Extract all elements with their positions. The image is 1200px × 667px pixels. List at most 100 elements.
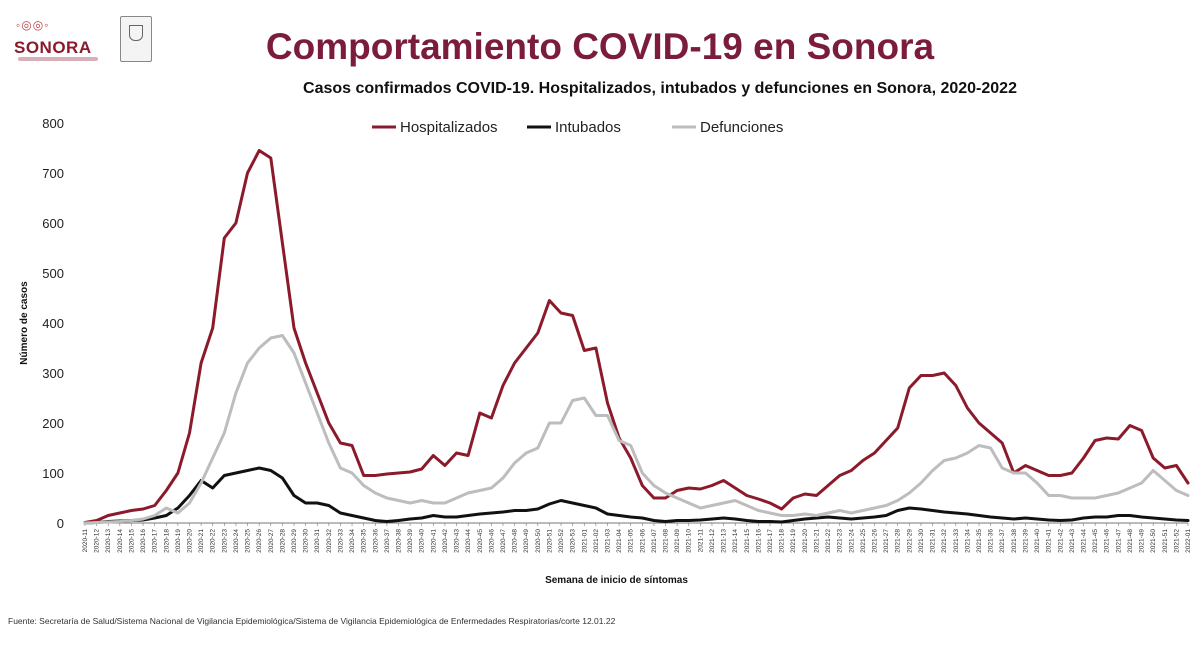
y-tick-label: 700 (42, 166, 64, 181)
y-tick-label: 800 (42, 116, 64, 131)
x-tick-label: 2020-28 (279, 529, 286, 553)
x-tick-label: 2021-12 (709, 529, 716, 553)
x-tick-label: 2021-34 (964, 529, 971, 553)
x-axis-title: Semana de inicio de síntomas (545, 575, 688, 586)
x-tick-label: 2020-12 (94, 529, 101, 553)
x-tick-label: 2020-51 (546, 529, 553, 553)
x-tick-label: 2020-15 (128, 529, 135, 553)
x-tick-label: 2021-39 (1022, 529, 1029, 553)
x-tick-label: 2020-44 (465, 529, 472, 553)
x-tick-label: 2020-23 (221, 529, 228, 553)
x-tick-label: 2021-28 (895, 529, 902, 553)
x-tick-label: 2021-47 (1115, 529, 1122, 553)
sonora-logo: ◦◎◎◦ SONORA (12, 14, 162, 64)
x-tick-label: 2021-25 (860, 529, 867, 553)
x-tick-label: 2021-37 (999, 529, 1006, 553)
x-tick-label: 2021-22 (825, 529, 832, 553)
series-line-intubados (83, 466, 1190, 525)
x-tick-label: 2021-21 (813, 529, 820, 553)
x-tick-label: 2020-27 (268, 529, 275, 553)
x-tick-label: 2020-46 (488, 529, 495, 553)
legend: Hospitalizados Intubados Defunciones (372, 119, 783, 136)
x-tick-label: 2021-15 (744, 529, 751, 553)
x-tick-label: 2020-49 (523, 529, 530, 553)
x-tick-label: 2020-31 (314, 529, 321, 553)
x-tick-label: 2020-37 (384, 529, 391, 553)
y-tick-label: 300 (42, 366, 64, 381)
x-tick-label: 2021-42 (1057, 529, 1064, 553)
legend-label-intubados: Intubados (555, 119, 621, 136)
x-tick-label: 2021-07 (651, 529, 658, 553)
x-tick-label: 2021-48 (1127, 529, 1134, 553)
y-axis: 0 100 200 300 400 500 600 700 800 (42, 116, 64, 531)
x-tick-label: 2021-11 (697, 529, 704, 553)
page-title: Comportamiento COVID-19 en Sonora (265, 26, 935, 67)
y-tick-label: 500 (42, 266, 64, 281)
x-tick-label: 2021-23 (837, 529, 844, 553)
y-tick-label: 200 (42, 416, 64, 431)
x-tick-label: 2020-19 (175, 529, 182, 553)
x-tick-label: 2020-34 (349, 529, 356, 553)
series-layer (83, 149, 1190, 525)
x-tick-label: 2020-18 (163, 529, 170, 553)
x-tick-label: 2021-52 (1173, 529, 1180, 553)
x-tick-label: 2021-38 (1011, 529, 1018, 553)
x-tick-label: 2021-08 (663, 529, 670, 553)
x-tick-label: 2021-33 (953, 529, 960, 553)
y-tick-label: 100 (42, 466, 64, 481)
x-tick-label: 2021-14 (732, 529, 739, 553)
x-tick-label: 2021-10 (686, 529, 693, 553)
x-tick-label: 2021-05 (628, 529, 635, 553)
x-tick-label: 2020-24 (233, 529, 240, 553)
x-tick-label: 2021-01 (581, 529, 588, 553)
x-tick-label: 2020-53 (570, 529, 577, 553)
x-tick-label: 2020-11 (82, 529, 89, 553)
x-tick-label: 2020-42 (442, 529, 449, 553)
x-tick-label: 2021-13 (721, 529, 728, 553)
y-tick-label: 0 (57, 516, 64, 531)
y-tick-label: 600 (42, 216, 64, 231)
x-tick-label: 2020-16 (140, 529, 147, 553)
series-line-hospitalizados (83, 149, 1190, 524)
x-tick-label: 2021-19 (790, 529, 797, 553)
x-tick-label: 2021-02 (593, 529, 600, 553)
x-tick-label: 2021-45 (1092, 529, 1099, 553)
x-tick-label: 2021-09 (674, 529, 681, 553)
x-tick-label: 2021-44 (1081, 529, 1088, 553)
x-tick-label: 2020-14 (117, 529, 124, 553)
x-tick-label: 2021-03 (604, 529, 611, 553)
x-tick-label: 2020-52 (558, 529, 565, 553)
x-tick-label: 2021-50 (1150, 529, 1157, 553)
x-tick-label: 2020-47 (500, 529, 507, 553)
x-tick-label: 2020-39 (407, 529, 414, 553)
logo-marks-icon: ◦◎◎◦ (16, 18, 50, 32)
x-tick-label: 2021-51 (1162, 529, 1169, 553)
government-shield-icon (120, 16, 152, 62)
x-tick-label: 2021-20 (802, 529, 809, 553)
x-tick-label: 2020-36 (372, 529, 379, 553)
x-tick-label: 2021-16 (755, 529, 762, 553)
x-tick-label: 2022-01 (1185, 529, 1192, 553)
x-tick-label: 2020-17 (152, 529, 159, 553)
x-tick-label: 2020-26 (256, 529, 263, 553)
x-tick-label: 2021-30 (918, 529, 925, 553)
x-tick-label: 2021-40 (1034, 529, 1041, 553)
x-tick-label: 2020-20 (186, 529, 193, 553)
x-tick-label: 2020-35 (361, 529, 368, 553)
x-tick-label: 2020-48 (512, 529, 519, 553)
source-note: Fuente: Secretaría de Salud/Sistema Naci… (8, 616, 616, 626)
x-tick-label: 2020-45 (477, 529, 484, 553)
x-tick-label: 2020-13 (105, 529, 112, 553)
x-tick-label: 2021-41 (1046, 529, 1053, 553)
y-tick-label: 400 (42, 316, 64, 331)
chart-title: Casos confirmados COVID-19. Hospitalizad… (303, 80, 1017, 97)
y-axis-title: Número de casos (19, 281, 30, 365)
x-tick-label: 2021-06 (639, 529, 646, 553)
x-tick-label: 2021-43 (1069, 529, 1076, 553)
x-tick-label: 2021-27 (883, 529, 890, 553)
x-tick-label: 2021-49 (1139, 529, 1146, 553)
x-tick-label: 2021-29 (906, 529, 913, 553)
x-tick-label: 2021-26 (872, 529, 879, 553)
x-tick-label: 2020-38 (395, 529, 402, 553)
